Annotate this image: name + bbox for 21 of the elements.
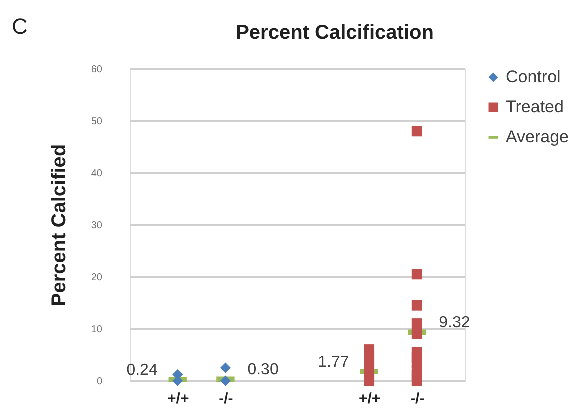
x-tick-label: -/- — [219, 390, 234, 408]
legend-label: Control — [506, 68, 561, 86]
x-tick-label: +/+ — [168, 390, 190, 408]
text: C — [12, 14, 28, 39]
data-label: 0.24 — [126, 362, 158, 379]
y-tick-label: 50 — [91, 116, 103, 128]
legend-label: Treated — [506, 98, 564, 116]
legend-label: Average — [506, 128, 570, 146]
y-tick-label: 20 — [91, 272, 103, 284]
data-label: 0.30 — [248, 361, 279, 378]
y-tick-label: 30 — [91, 220, 103, 232]
y-tick-label: 60 — [91, 64, 103, 76]
x-tick-label: -/- — [410, 390, 425, 408]
data-label: 1.77 — [318, 354, 350, 371]
data-label: 9.32 — [439, 314, 470, 332]
chart-title: Percent Calcification — [236, 22, 434, 44]
y-tick-label: 0 — [96, 376, 103, 388]
x-tick-label: +/+ — [358, 390, 381, 408]
y-tick-label: 40 — [91, 168, 103, 180]
y-tick-label: 10 — [91, 324, 103, 336]
y-axis-title: Percent Calcified — [48, 144, 70, 307]
